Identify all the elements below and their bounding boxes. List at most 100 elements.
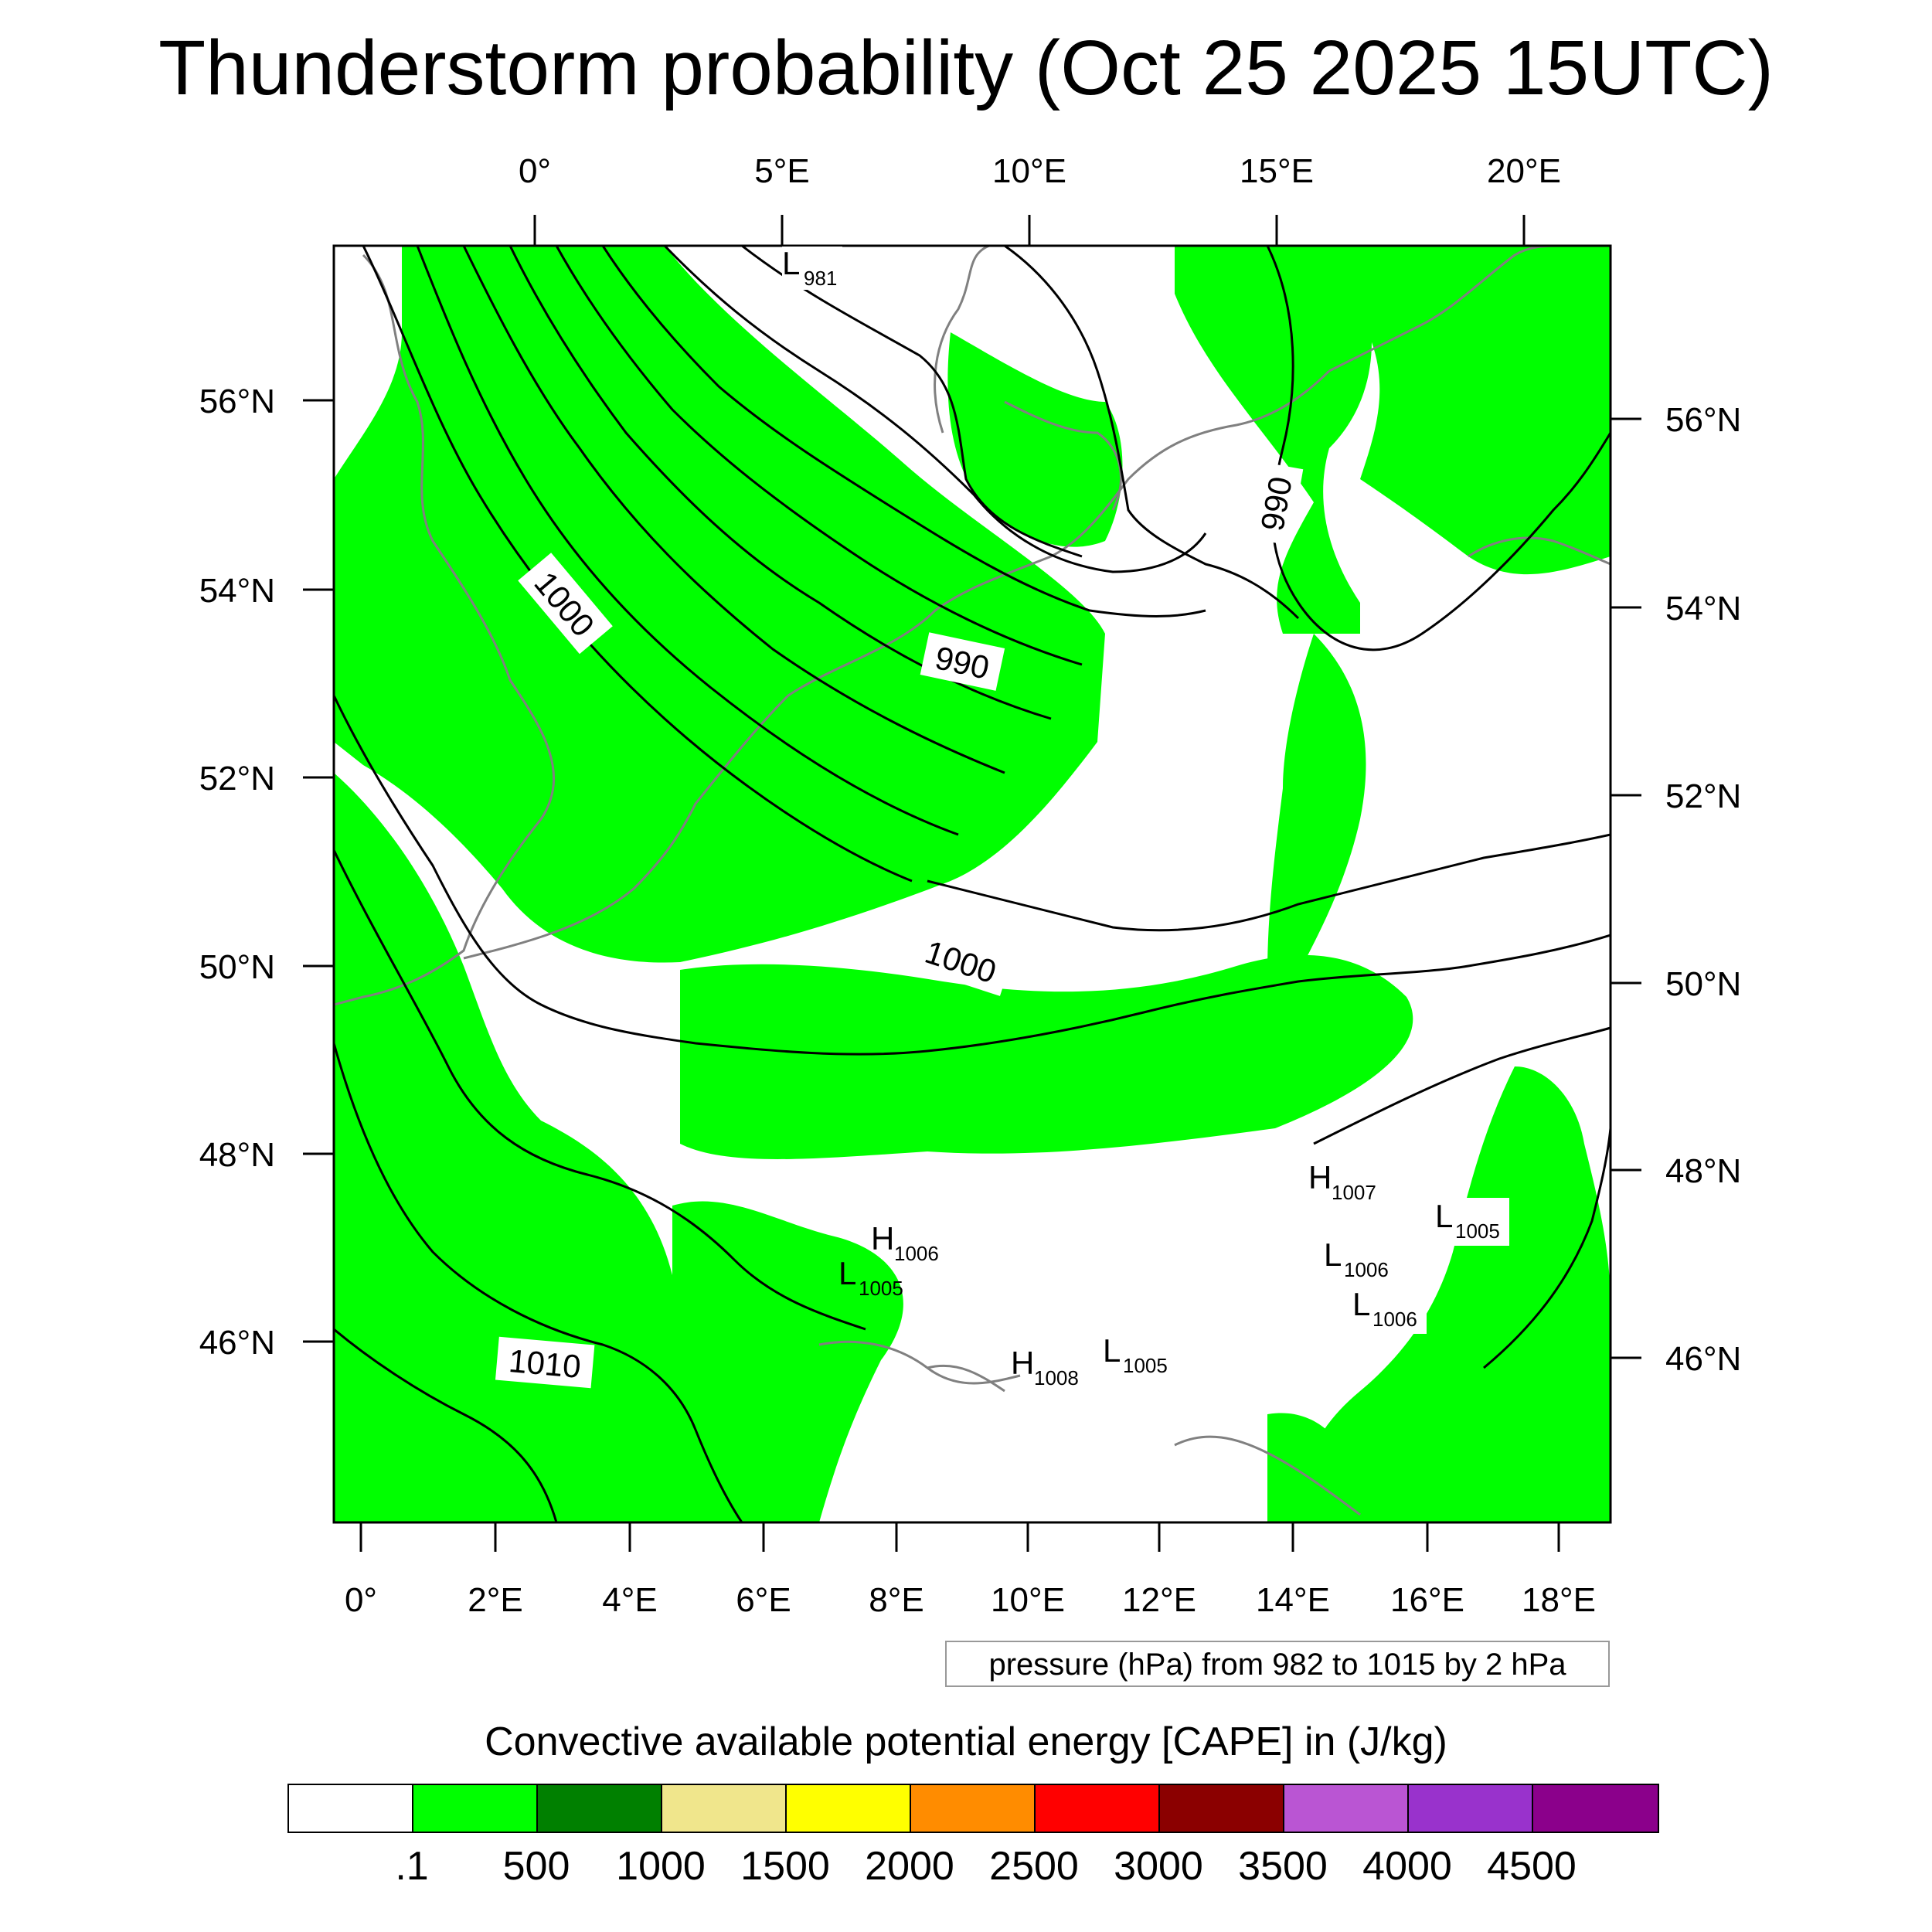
- isobars: [334, 246, 1611, 1522]
- colorbar-label: 2000: [865, 1844, 954, 1889]
- pressure-center-value: 1007: [1332, 1181, 1376, 1204]
- colorbar-label: 1000: [616, 1844, 706, 1889]
- pressure-center-letter: L: [1103, 1332, 1121, 1369]
- pressure-center-value: 1006: [1372, 1308, 1417, 1331]
- right-lat-label: 56°N: [1665, 401, 1741, 439]
- left-lat-label: 56°N: [199, 383, 275, 420]
- pressure-center-value: 1005: [1455, 1219, 1500, 1243]
- right-latitude-axis: 56°N 54°N 52°N 50°N 48°N 46°N: [1611, 401, 1741, 1378]
- top-lon-label: 5°E: [754, 152, 809, 190]
- pressure-center-letter: L: [1435, 1198, 1453, 1234]
- left-lat-label: 48°N: [199, 1136, 275, 1174]
- bottom-lon-label: 6°E: [736, 1581, 791, 1619]
- coastline-britain: [334, 253, 555, 1006]
- pressure-center-letter: L: [782, 245, 800, 281]
- colorbar-swatch: [413, 1785, 538, 1832]
- isobar-line: [1483, 1128, 1611, 1369]
- right-lat-label: 46°N: [1665, 1340, 1741, 1378]
- left-lat-label: 52°N: [199, 760, 275, 798]
- plot-frame: [332, 244, 1612, 1524]
- isobar-line: [334, 695, 1611, 1056]
- pressure-centers: L 981 H 1007 L 1005 H 1006 L 1006 L 1005…: [782, 245, 1509, 1389]
- colorbar-label: 3000: [1114, 1844, 1203, 1889]
- colorbar-swatch: [1533, 1785, 1658, 1832]
- colorbar: [287, 1784, 1659, 1833]
- colorbar-swatch: [289, 1785, 413, 1832]
- colorbar-swatch: [1036, 1785, 1160, 1832]
- isobar-line: [927, 833, 1611, 932]
- cape-area-central: [680, 954, 1413, 1159]
- isobar-line: [1313, 1026, 1611, 1145]
- cape-area-southeast: [1304, 1066, 1611, 1522]
- bottom-longitude-axis: 0° 2°E 4°E 6°E 8°E 10°E 12°E 14°E 16°E 1…: [345, 1522, 1596, 1619]
- colorbar-swatch: [1284, 1785, 1409, 1832]
- pressure-center-letter: H: [1308, 1159, 1332, 1196]
- right-lat-label: 50°N: [1665, 965, 1741, 1003]
- colorbar-swatch: [1160, 1785, 1284, 1832]
- top-longitude-axis: 0° 5°E 10°E 15°E 20°E: [519, 152, 1561, 246]
- pressure-center-value: 1005: [1123, 1354, 1168, 1377]
- isobar-line: [601, 246, 1206, 617]
- isobar-line: [1004, 246, 1300, 620]
- bottom-lon-label: 10°E: [991, 1581, 1065, 1619]
- left-latitude-axis: 56°N 54°N 52°N 50°N 48°N 46°N: [199, 383, 334, 1362]
- isobar-line: [334, 1043, 743, 1522]
- colorbar-label: .1: [395, 1844, 429, 1889]
- isobar-line: [1266, 246, 1611, 651]
- coastlines: [334, 246, 1611, 1516]
- coastline-continent: [463, 369, 1331, 960]
- colorbar-label: 4000: [1362, 1844, 1452, 1889]
- pressure-center-letter: L: [1324, 1236, 1342, 1273]
- colorbar-swatch: [787, 1785, 911, 1832]
- top-lon-label: 15°E: [1240, 152, 1314, 190]
- bottom-lon-label: 0°: [345, 1581, 377, 1619]
- left-lat-label: 50°N: [199, 948, 275, 986]
- top-lon-label: 10°E: [992, 152, 1066, 190]
- left-lat-label: 46°N: [199, 1324, 275, 1362]
- pressure-center-letter: L: [1352, 1286, 1370, 1322]
- pressure-center-value: 1005: [859, 1277, 903, 1300]
- bottom-lon-label: 18°E: [1522, 1581, 1596, 1619]
- cape-area-denmark: [947, 332, 1123, 547]
- pressure-center-value: 981: [804, 267, 837, 290]
- colorbar-swatch: [538, 1785, 662, 1832]
- pressure-center-letter: H: [871, 1220, 894, 1257]
- bottom-lon-label: 14°E: [1256, 1581, 1330, 1619]
- isobar-line: [334, 1328, 558, 1522]
- colorbar-title: Convective available potential energy [C…: [485, 1719, 1447, 1764]
- colorbar-swatch: [911, 1785, 1036, 1832]
- top-lon-label: 20°E: [1487, 152, 1561, 190]
- isobar-line: [462, 246, 1005, 774]
- isobar-label: 1010: [507, 1342, 582, 1385]
- bottom-lon-label: 2°E: [468, 1581, 522, 1619]
- right-lat-label: 54°N: [1665, 590, 1741, 628]
- cape-area-baltic: [1175, 246, 1372, 634]
- isobar-line: [416, 246, 959, 836]
- cape-area-northeast: [1345, 246, 1611, 575]
- colorbar-label: 1500: [740, 1844, 830, 1889]
- colorbar-label: 2500: [989, 1844, 1079, 1889]
- colorbar-label: 500: [502, 1844, 570, 1889]
- isobar-line: [741, 246, 1083, 558]
- coastline-adriatic: [927, 1364, 1361, 1516]
- pressure-center-letter: H: [1011, 1345, 1034, 1381]
- colorbar-swatch: [662, 1785, 787, 1832]
- chart-title: Thunderstorm probability (Oct 25 2025 15…: [158, 25, 1774, 111]
- colorbar-swatch: [1409, 1785, 1533, 1832]
- right-lat-label: 48°N: [1665, 1152, 1741, 1190]
- colorbar-label: 3500: [1238, 1844, 1328, 1889]
- cape-area-poland: [1267, 634, 1366, 974]
- cape-area-west: [334, 773, 773, 1522]
- right-lat-label: 52°N: [1665, 777, 1741, 815]
- isobar-line: [334, 849, 866, 1331]
- cape-area-south: [672, 1201, 903, 1522]
- bottom-lon-label: 16°E: [1390, 1581, 1464, 1619]
- coastline-baltic: [1328, 246, 1611, 566]
- top-lon-label: 0°: [519, 152, 551, 190]
- bottom-lon-label: 12°E: [1122, 1581, 1196, 1619]
- pressure-center-value: 1006: [1344, 1258, 1389, 1281]
- colorbar-label: 4500: [1487, 1844, 1577, 1889]
- left-lat-label: 54°N: [199, 572, 275, 610]
- cape-shading: [334, 246, 1611, 1522]
- bottom-lon-label: 4°E: [602, 1581, 657, 1619]
